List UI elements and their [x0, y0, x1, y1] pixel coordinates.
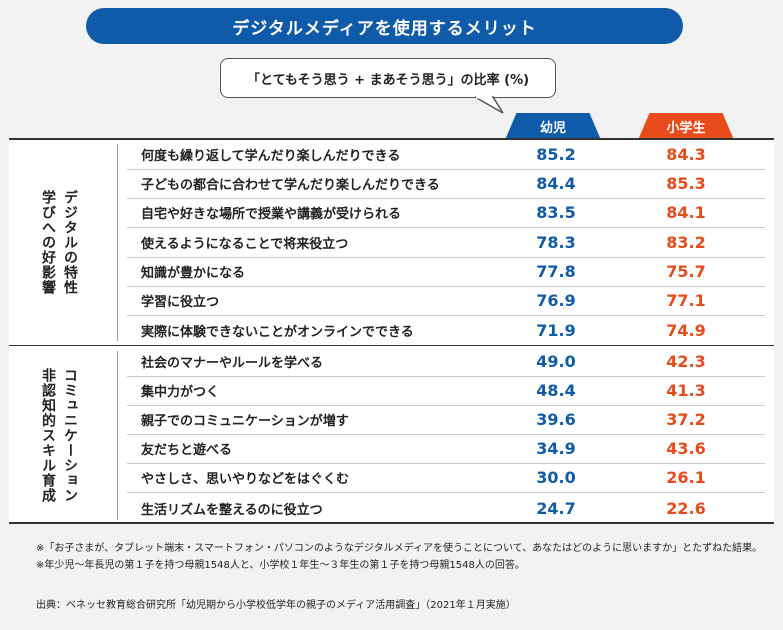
value-elem: 74.9: [666, 320, 706, 340]
group-label-line: 非認知的スキル育成: [40, 368, 56, 503]
value-kid: 77.8: [536, 262, 576, 281]
value-elem: 83.2: [666, 233, 706, 252]
footnote: ※「お子さまが、タブレット端末・スマートフォン・パソコンのようなデジタルメディア…: [36, 543, 763, 554]
data-table: デジタルの特性 学びへの好影響 コミュニケーション 非認知的スキル育成 何度も繰…: [9, 138, 774, 524]
group-label-communication: コミュニケーション 非認知的スキル育成: [9, 347, 109, 524]
table-row: 親子でのコミュニケーションが増す 39.6 37.2: [127, 405, 765, 435]
value-elem: 84.1: [666, 203, 706, 222]
row-label: 社会のマナーやルールを学べる: [141, 356, 324, 371]
value-elem: 84.3: [666, 145, 706, 164]
row-label: 親子でのコミュニケーションが増す: [141, 414, 349, 429]
table-row: やさしさ、思いやりなどをはぐくむ 30.0 26.1: [127, 463, 765, 493]
row-label: 知識が豊かになる: [141, 266, 246, 281]
value-elem: 26.1: [666, 468, 706, 487]
source-citation: 出典：ベネッセ教育総合研究所「幼児期から小学校低学年の親子のメディア活用調査」（…: [36, 600, 516, 611]
row-label: 何度も繰り返して学んだり楽しんだりできる: [141, 149, 401, 164]
value-elem: 41.3: [666, 381, 706, 400]
value-kid: 30.0: [536, 468, 576, 487]
row-label: 使えるようになることで将来役立つ: [141, 237, 349, 252]
value-kid: 48.4: [536, 381, 576, 400]
table-row: 子どもの都合に合わせて学んだり楽しんだりできる 84.4 85.3: [127, 169, 765, 199]
group-label-line: 学びへの好影響: [40, 190, 56, 295]
value-elem: 37.2: [666, 410, 706, 429]
page-title: デジタルメディアを使用するメリット: [86, 8, 683, 44]
row-label: 友だちと遊べる: [141, 443, 233, 458]
table-row: 学習に役立つ 76.9 77.1: [127, 286, 765, 316]
table-row: 集中力がつく 48.4 41.3: [127, 376, 765, 406]
callout-tail: [475, 96, 504, 114]
group-divider: [117, 351, 118, 520]
row-label: 子どもの都合に合わせて学んだり楽しんだりできる: [141, 178, 440, 193]
value-elem: 85.3: [666, 174, 706, 193]
value-kid: 24.7: [536, 498, 576, 518]
group-label-line: デジタルの特性: [62, 190, 78, 295]
value-kid: 34.9: [536, 439, 576, 458]
table-row: 何度も繰り返して学んだり楽しんだりできる 85.2 84.3: [127, 140, 765, 170]
value-kid: 39.6: [536, 410, 576, 429]
value-kid: 78.3: [536, 233, 576, 252]
note-callout: 「とてもそう思う + まあそう思う」の比率 (%): [220, 58, 556, 98]
value-kid: 71.9: [536, 320, 576, 340]
row-label: 学習に役立つ: [141, 295, 220, 310]
row-label: 自宅や好きな場所で授業や講義が受けられる: [141, 207, 402, 222]
value-elem: 42.3: [666, 352, 706, 371]
value-elem: 22.6: [666, 498, 706, 518]
table-row: 知識が豊かになる 77.8 75.7: [127, 257, 765, 287]
table-row: 使えるようになることで将来役立つ 78.3 83.2: [127, 228, 765, 258]
value-kid: 76.9: [536, 291, 576, 310]
value-elem: 75.7: [666, 262, 706, 281]
column-header-kid: 幼児: [505, 113, 601, 140]
value-kid: 49.0: [536, 352, 576, 371]
table-row: 生活リズムを整えるのに役立つ 24.7 22.6: [127, 493, 765, 523]
value-elem: 77.1: [666, 291, 706, 310]
group-label-line: コミュニケーション: [62, 368, 78, 503]
group-separator: [9, 345, 774, 346]
value-kid: 84.4: [536, 174, 576, 193]
table-row: 友だちと遊べる 34.9 43.6: [127, 434, 765, 464]
row-label: 集中力がつく: [141, 385, 220, 400]
table-row: 社会のマナーやルールを学べる 49.0 42.3: [127, 347, 765, 377]
table-row: 自宅や好きな場所で授業や講義が受けられる 83.5 84.1: [127, 198, 765, 228]
column-header-elem: 小学生: [638, 113, 734, 140]
value-kid: 83.5: [536, 203, 576, 222]
row-label: やさしさ、思いやりなどをはぐくむ: [141, 472, 350, 487]
group-label-digital: デジタルの特性 学びへの好影響: [9, 140, 109, 345]
row-label: 実際に体験できないことがオンラインでできる: [141, 324, 414, 340]
row-label: 生活リズムを整えるのに役立つ: [141, 502, 323, 518]
value-elem: 43.6: [666, 439, 706, 458]
group-divider: [117, 144, 118, 341]
table-row: 実際に体験できないことがオンラインでできる 71.9 74.9: [127, 315, 765, 345]
footnote: ※年少児〜年長児の第１子を持つ母親1548人と、小学校１年生〜３年生の第１子を持…: [36, 560, 525, 571]
footnotes: ※「お子さまが、タブレット端末・スマートフォン・パソコンのようなデジタルメディア…: [36, 540, 776, 574]
value-kid: 85.2: [536, 145, 576, 164]
